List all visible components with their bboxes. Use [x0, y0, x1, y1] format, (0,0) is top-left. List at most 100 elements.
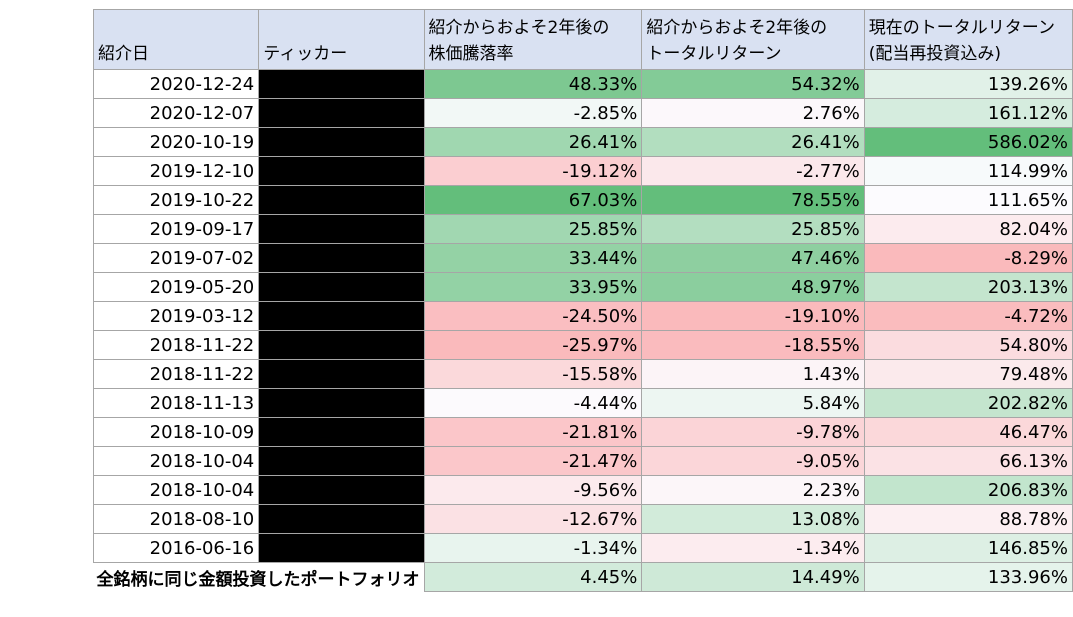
total-return-cell[interactable]: 2.23% [641, 475, 865, 505]
total-return-cell[interactable]: 5.84% [641, 388, 865, 418]
price-change-cell[interactable]: -1.34% [423, 533, 643, 563]
current-return-cell[interactable]: 146.85% [863, 533, 1073, 563]
header-ticker[interactable]: ティッカー [258, 9, 425, 70]
price-change-cell[interactable]: -25.97% [423, 330, 643, 360]
ticker-cell-redacted[interactable] [258, 359, 425, 389]
table-row: 2019-10-22 67.03% 78.55% 111.65% [92, 185, 1073, 215]
current-return-cell[interactable]: -8.29% [863, 243, 1073, 273]
current-return-cell[interactable]: 139.26% [863, 69, 1073, 99]
header-total-return-line1: 紹介からおよそ2年後の [646, 18, 828, 38]
ticker-cell-redacted[interactable] [258, 214, 425, 244]
date-cell[interactable]: 2019-09-17 [92, 214, 260, 244]
total-return-cell[interactable]: 1.43% [641, 359, 865, 389]
date-cell[interactable]: 2016-06-16 [92, 533, 260, 563]
portfolio-total-label[interactable]: 全銘柄に同じ金額投資したポートフォリオ [96, 569, 420, 590]
date-cell[interactable]: 2019-07-02 [92, 243, 260, 273]
price-change-cell[interactable]: -24.50% [423, 301, 643, 331]
current-return-cell[interactable]: 66.13% [863, 446, 1073, 476]
date-cell[interactable]: 2019-05-20 [92, 272, 260, 302]
ticker-cell-redacted[interactable] [258, 330, 425, 360]
header-total-return[interactable]: 紹介からおよそ2年後の トータルリターン [641, 9, 865, 70]
price-change-cell[interactable]: 26.41% [423, 127, 643, 157]
header-price-change-line1: 紹介からおよそ2年後の [428, 18, 610, 38]
header-price-change[interactable]: 紹介からおよそ2年後の 株価騰落率 [423, 9, 643, 70]
date-cell[interactable]: 2018-10-09 [92, 417, 260, 447]
price-change-cell[interactable]: -9.56% [423, 475, 643, 505]
ticker-cell-redacted[interactable] [258, 417, 425, 447]
header-ticker-label: ティッカー [263, 44, 348, 64]
total-return-cell[interactable]: 48.97% [641, 272, 865, 302]
current-return-cell[interactable]: 206.83% [863, 475, 1073, 505]
total-return-cell[interactable]: 13.08% [641, 504, 865, 534]
current-return-cell[interactable]: 161.12% [863, 98, 1073, 128]
date-cell[interactable]: 2019-12-10 [92, 156, 260, 186]
date-cell[interactable]: 2020-12-24 [92, 69, 260, 99]
ticker-cell-redacted[interactable] [258, 69, 425, 99]
portfolio-total-return-cell[interactable]: 14.49% [641, 562, 865, 592]
price-change-cell[interactable]: 25.85% [423, 214, 643, 244]
header-date[interactable]: 紹介日 [92, 9, 260, 70]
portfolio-price-change-cell[interactable]: 4.45% [423, 562, 643, 592]
price-change-cell[interactable]: 48.33% [423, 69, 643, 99]
ticker-cell-redacted[interactable] [258, 272, 425, 302]
date-cell[interactable]: 2020-10-19 [92, 127, 260, 157]
date-cell[interactable]: 2018-10-04 [92, 446, 260, 476]
price-change-cell[interactable]: 33.95% [423, 272, 643, 302]
current-return-cell[interactable]: 202.82% [863, 388, 1073, 418]
ticker-cell-redacted[interactable] [258, 98, 425, 128]
current-return-cell[interactable]: 114.99% [863, 156, 1073, 186]
price-change-cell[interactable]: -15.58% [423, 359, 643, 389]
ticker-cell-redacted[interactable] [258, 388, 425, 418]
date-cell[interactable]: 2018-11-22 [92, 330, 260, 360]
ticker-cell-redacted[interactable] [258, 301, 425, 331]
ticker-cell-redacted[interactable] [258, 475, 425, 505]
price-change-cell[interactable]: -4.44% [423, 388, 643, 418]
price-change-cell[interactable]: -19.12% [423, 156, 643, 186]
total-return-cell[interactable]: -1.34% [641, 533, 865, 563]
date-cell[interactable]: 2018-08-10 [92, 504, 260, 534]
date-cell[interactable]: 2018-10-04 [92, 475, 260, 505]
date-cell[interactable]: 2020-12-07 [92, 98, 260, 128]
current-return-cell[interactable]: -4.72% [863, 301, 1073, 331]
current-return-cell[interactable]: 111.65% [863, 185, 1073, 215]
ticker-cell-redacted[interactable] [258, 185, 425, 215]
table-body: 2020-12-24 48.33% 54.32% 139.26% 2020-12-07 -… [92, 69, 1073, 592]
date-cell[interactable]: 2018-11-22 [92, 359, 260, 389]
current-return-cell[interactable]: 586.02% [863, 127, 1073, 157]
price-change-cell[interactable]: -2.85% [423, 98, 643, 128]
total-return-cell[interactable]: 54.32% [641, 69, 865, 99]
total-return-cell[interactable]: -9.05% [641, 446, 865, 476]
price-change-cell[interactable]: 67.03% [423, 185, 643, 215]
total-return-cell[interactable]: -2.77% [641, 156, 865, 186]
current-return-cell[interactable]: 88.78% [863, 504, 1073, 534]
portfolio-current-return-cell[interactable]: 133.96% [863, 562, 1073, 592]
current-return-cell[interactable]: 203.13% [863, 272, 1073, 302]
header-current-return[interactable]: 現在のトータルリターン (配当再投資込み) [863, 9, 1073, 70]
total-return-cell[interactable]: 25.85% [641, 214, 865, 244]
ticker-cell-redacted[interactable] [258, 243, 425, 273]
total-return-cell[interactable]: 47.46% [641, 243, 865, 273]
date-cell[interactable]: 2019-10-22 [92, 185, 260, 215]
total-return-cell[interactable]: -19.10% [641, 301, 865, 331]
current-return-cell[interactable]: 79.48% [863, 359, 1073, 389]
ticker-cell-redacted[interactable] [258, 446, 425, 476]
date-cell[interactable]: 2019-03-12 [92, 301, 260, 331]
current-return-cell[interactable]: 82.04% [863, 214, 1073, 244]
ticker-cell-redacted[interactable] [258, 504, 425, 534]
date-cell[interactable]: 2018-11-13 [92, 388, 260, 418]
current-return-cell[interactable]: 54.80% [863, 330, 1073, 360]
price-change-cell[interactable]: -21.47% [423, 446, 643, 476]
ticker-cell-redacted[interactable] [258, 127, 425, 157]
ticker-cell-redacted[interactable] [258, 156, 425, 186]
price-change-cell[interactable]: 33.44% [423, 243, 643, 273]
table-row: 2018-10-09 -21.81% -9.78% 46.47% [92, 417, 1073, 447]
total-return-cell[interactable]: 2.76% [641, 98, 865, 128]
total-return-cell[interactable]: -9.78% [641, 417, 865, 447]
price-change-cell[interactable]: -12.67% [423, 504, 643, 534]
total-return-cell[interactable]: 78.55% [641, 185, 865, 215]
total-return-cell[interactable]: 26.41% [641, 127, 865, 157]
current-return-cell[interactable]: 46.47% [863, 417, 1073, 447]
ticker-cell-redacted[interactable] [258, 533, 425, 563]
price-change-cell[interactable]: -21.81% [423, 417, 643, 447]
total-return-cell[interactable]: -18.55% [641, 330, 865, 360]
